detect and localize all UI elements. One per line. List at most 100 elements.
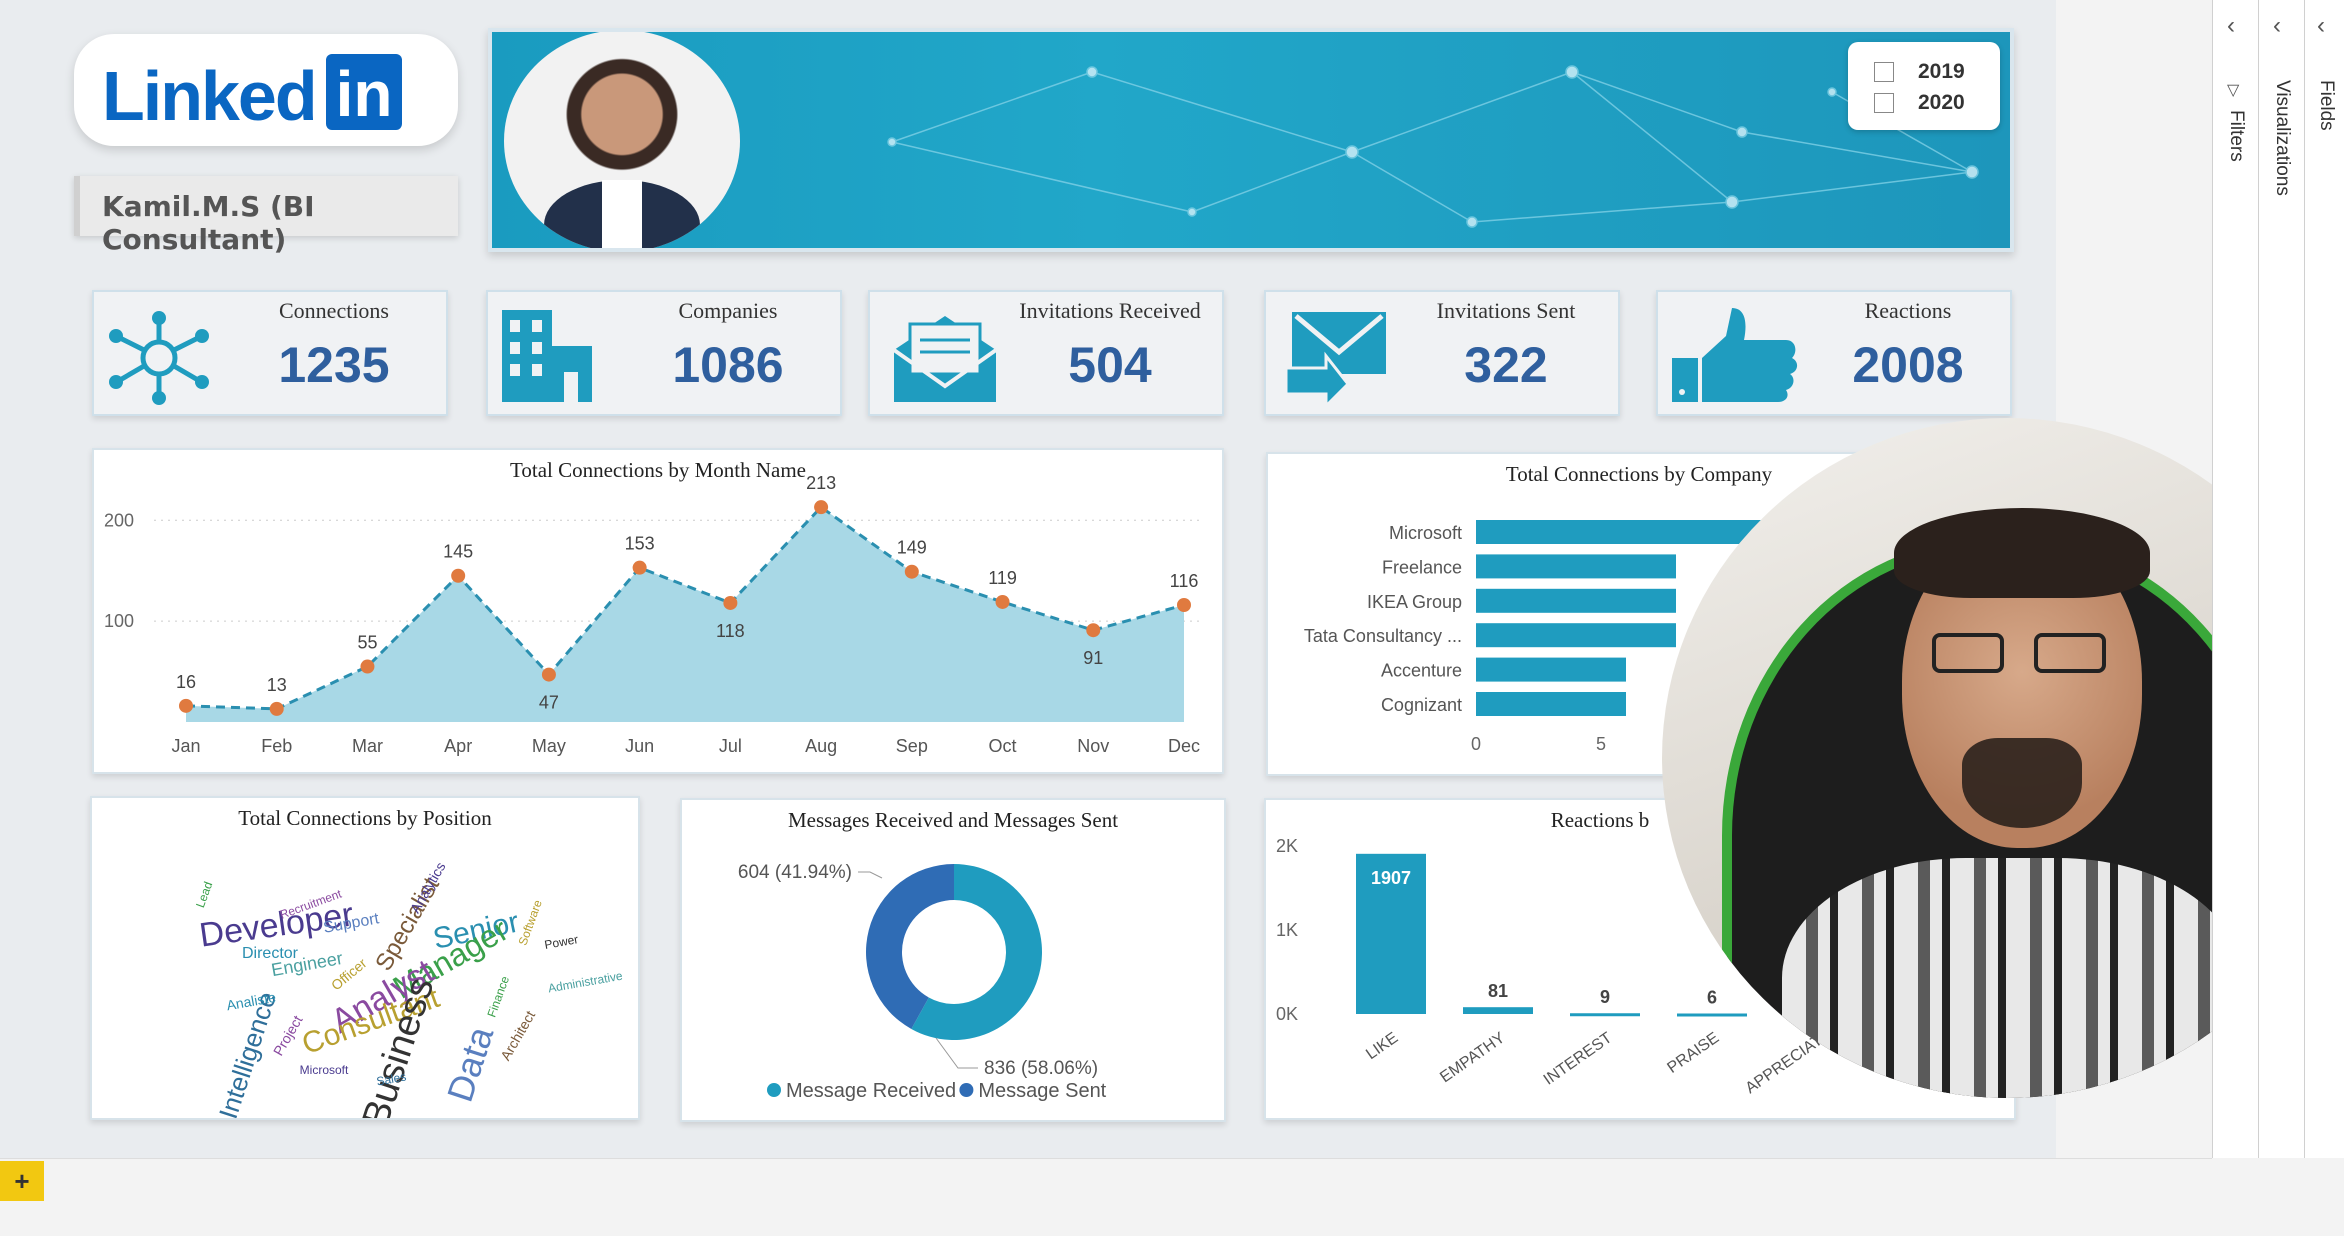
donut-slice [866,864,954,1029]
x-tick-label: Apr [444,736,472,756]
chart-title: Total Connections by Position [238,806,492,830]
data-point [179,698,193,713]
envelope-open-icon [892,316,998,402]
x-tick-label: LIKE [1363,1029,1401,1063]
word-cloud: Developer SeniorManagerAnalystConsultantB… [193,859,624,1118]
x-tick-label: Jul [719,736,742,756]
kpi-value: 1086 [672,337,784,393]
x-tick-label: Feb [261,736,292,756]
data-label: 116 [1170,571,1199,591]
kpi-value: 2008 [1852,337,1964,393]
kpi-title: Invitations Received [1019,298,1201,323]
kpi-card-invitations-received[interactable]: Invitations Received 504 [868,290,1224,416]
data-point [451,568,466,583]
donut-chart-plot: 836 (58.06%) 604 (41.94%) Message Received… [738,862,1107,1102]
bar [1356,853,1426,1014]
y-tick-label: 2K [1276,836,1298,856]
x-tick-label: 0 [1471,734,1481,754]
network-icon [109,311,209,405]
data-point [1177,597,1191,612]
word: Data [439,1021,502,1107]
collapse-visualizations-chevron-icon[interactable]: ‹ [2273,12,2281,39]
x-tick-label: PRAISE [1664,1029,1722,1077]
word: Power [543,932,579,952]
leader-line [858,871,883,879]
kpi-card-companies[interactable]: Companies 1086 [486,290,842,416]
kpi-card-invitations-sent[interactable]: Invitations Sent 322 [1264,290,1620,416]
kpi-title: Companies [678,298,778,323]
bar [1677,1013,1747,1017]
y-tick-label: 100 [104,611,134,631]
data-point [360,659,375,674]
word: Software [516,898,545,948]
data-point [632,560,647,575]
legend-marker [767,1083,781,1097]
fields-pane[interactable]: ‹ Fields [2304,0,2344,1158]
data-point [723,595,738,610]
checkbox-2020[interactable] [1874,93,1894,113]
building-icon [502,310,592,402]
kpi-card-connections[interactable]: Connections 1235 [92,290,448,416]
word: Director [242,945,299,962]
collapse-fields-chevron-icon[interactable]: ‹ [2317,12,2325,39]
y-tick-label: Freelance [1382,557,1462,577]
area-fill [186,507,1184,722]
x-tick-label: 5 [1596,734,1606,754]
data-label: 213 [806,473,836,493]
x-tick-label: May [532,736,566,756]
chart-connections-by-month[interactable]: Total Connections by Month Name 100 200 16… [92,448,1224,774]
x-tick-label: EMPATHY [1437,1029,1508,1086]
logo-text: Linked [102,57,318,135]
chart-connections-by-position[interactable]: Total Connections by Position Developer S… [90,796,640,1120]
y-tick-label: Cognizant [1381,695,1462,715]
filters-pane-label[interactable]: Filters [2226,110,2247,162]
data-label: 55 [357,633,377,653]
data-point [1086,623,1101,638]
y-tick-label: Accenture [1381,661,1462,681]
x-tick-label: Mar [352,736,383,756]
data-label: 81 [1488,981,1508,1001]
collapse-filters-chevron-icon[interactable]: ‹ [2227,12,2235,39]
kpi-value: 1235 [278,337,390,393]
kpi-value: 322 [1464,337,1548,393]
data-point [995,594,1010,609]
chart-title: Total Connections by Month Name [510,458,806,482]
visualizations-pane-label[interactable]: Visualizations [2272,80,2293,196]
chart-title: Reactions b [1550,808,1650,832]
bar [1476,588,1676,613]
kpi-title: Invitations Sent [1436,298,1576,323]
visualizations-pane[interactable]: ‹ Visualizations [2258,0,2304,1158]
filter-funnel-icon: ▽ [2227,82,2240,99]
report-canvas: Linked in Kamil.M.S (BI Consultant) [74,28,2344,1122]
data-label: 836 (58.06%) [984,1058,1098,1079]
fields-pane-label[interactable]: Fields [2316,80,2337,131]
legend-label: Message Received [786,1080,956,1102]
logo-in-box: in [326,54,402,130]
chart-messages[interactable]: Messages Received and Messages Sent 836 … [680,798,1226,1122]
data-label: 16 [176,672,196,692]
filters-pane[interactable]: ‹ ▽ Filters [2212,0,2258,1158]
data-label: 13 [267,675,287,695]
data-point [904,564,919,579]
data-label: 149 [897,538,927,558]
chart-title: Messages Received and Messages Sent [787,808,1119,832]
kpi-card-reactions[interactable]: Reactions 2008 [1656,290,2012,416]
data-point [814,500,829,515]
legend-label: Message Sent [978,1080,1106,1102]
page-tabs-bar: + [0,1158,2212,1236]
data-label: 119 [988,568,1017,588]
data-label: 9 [1600,987,1610,1007]
x-tick-label: Oct [989,736,1017,756]
profile-banner: 2019 2020 [488,28,2014,252]
data-label: 153 [625,534,655,554]
add-page-button[interactable]: + [0,1161,44,1201]
kpi-title: Connections [279,298,389,323]
data-point [541,667,556,682]
word: Architect [497,1008,538,1063]
checkbox-2019[interactable] [1874,62,1894,82]
kpi-value: 504 [1068,337,1152,393]
data-label: 604 (41.94%) [738,862,852,883]
y-tick-label: 1K [1276,920,1298,940]
chart-title: Total Connections by Company [1505,462,1773,486]
word: Lead [193,880,215,910]
